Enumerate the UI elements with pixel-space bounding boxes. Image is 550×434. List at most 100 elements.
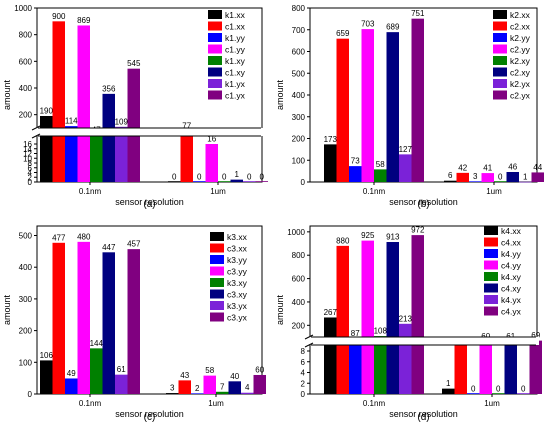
y-tick-label: 400 <box>19 263 33 272</box>
data-label: 58 <box>376 160 385 169</box>
data-label: 0 <box>471 385 476 394</box>
legend-entry: k3.xy <box>227 278 248 288</box>
legend-entry: c2.xy <box>510 68 531 78</box>
bar-c3-xx-1um <box>178 380 191 394</box>
data-label: 69 <box>531 331 540 340</box>
legend-swatch <box>208 67 222 77</box>
axis-break-mark <box>31 133 41 139</box>
data-label: 3 <box>473 172 478 181</box>
legend-swatch <box>208 79 222 88</box>
legend-swatch <box>208 10 222 19</box>
legend-entry: k2.yy <box>510 33 531 43</box>
bar-k1-yx-0.1nm <box>115 126 128 182</box>
y-tick-label: 4 <box>301 369 306 378</box>
x-tick-label: 1um <box>210 187 226 196</box>
data-label: 44 <box>533 163 542 172</box>
legend-entry: c1.yy <box>225 45 246 55</box>
legend-swatch <box>210 266 224 276</box>
legend-swatch <box>493 21 507 31</box>
y-tick-label: 0 <box>301 390 306 399</box>
panel-label: (d) <box>417 412 429 423</box>
y-tick-label: 200 <box>292 135 306 144</box>
bar-c3-yy-0.1nm <box>77 241 90 394</box>
bar-c3-yx-1um <box>253 374 266 394</box>
legend-entry: c2.yy <box>510 45 531 55</box>
legend-swatch <box>484 272 498 281</box>
y-tick-label: 800 <box>292 251 306 260</box>
bar-c3-xy-1um <box>228 381 241 394</box>
bar-k4-xy-1um <box>492 393 505 394</box>
panel-label: (a) <box>143 199 155 210</box>
data-label: 659 <box>336 29 350 38</box>
data-label: 73 <box>351 157 360 166</box>
legend-swatch <box>484 306 498 316</box>
bar-c2-yy-1um <box>481 173 494 182</box>
bar-k2-yx-1um <box>519 181 532 183</box>
data-label: 477 <box>52 233 66 242</box>
x-tick-label: 0.1nm <box>79 187 102 196</box>
legend-entry: c3.xy <box>227 290 248 300</box>
bar-k3-xx-1um <box>166 393 179 394</box>
legend-entry: k3.xx <box>227 232 248 242</box>
legend-entry: c4.xy <box>501 284 522 294</box>
data-label: 4 <box>245 383 250 392</box>
x-tick-label: 0.1nm <box>79 399 102 408</box>
data-label: 267 <box>324 308 338 317</box>
data-label: 869 <box>77 16 91 25</box>
y-tick-label: 1000 <box>287 228 305 237</box>
data-label: 127 <box>399 145 413 154</box>
legend-swatch <box>210 243 224 253</box>
y-tick-label: 800 <box>292 4 306 13</box>
bar-c4-yx-1um <box>529 340 542 394</box>
legend-swatch <box>484 226 498 235</box>
data-label: 42 <box>458 163 467 172</box>
bar-k2-xx-0.1nm <box>324 144 337 182</box>
data-label: 689 <box>386 23 400 32</box>
data-label: 447 <box>102 243 116 252</box>
legend-swatch <box>493 90 507 100</box>
y-axis-label: amount <box>2 294 12 325</box>
legend-entry: c4.xx <box>501 238 522 248</box>
data-label: 3 <box>170 384 175 393</box>
legend-swatch <box>484 295 498 304</box>
legend-entry: k2.xy <box>510 56 531 66</box>
data-label: 480 <box>77 232 91 241</box>
bar-c2-xy-1um <box>506 171 519 182</box>
data-label: 61 <box>117 365 126 374</box>
bar-k4-yy-1um <box>467 393 480 394</box>
data-label: 108 <box>374 327 388 336</box>
data-label: 40 <box>230 372 239 381</box>
bar-c4-xy-1um <box>504 341 517 394</box>
axis-break-band <box>304 337 539 345</box>
data-label: 1 <box>446 379 451 388</box>
y-axis-label: amount <box>2 79 12 110</box>
bar-c4-yx-0.1nm <box>411 235 424 394</box>
legend-entry: c2.xx <box>510 22 531 32</box>
legend-entry: k1.xy <box>225 56 246 66</box>
panel-label: (c) <box>144 412 156 423</box>
x-axis-label: sensor resolution <box>115 197 184 207</box>
bar-c1-yy-0.1nm <box>77 25 90 182</box>
y-tick-label: 14 <box>23 145 32 154</box>
data-label: 0 <box>172 173 177 182</box>
data-label: 545 <box>127 59 141 68</box>
axis-break-mark <box>31 125 41 131</box>
bar-k3-xy-1um <box>216 391 229 394</box>
bar-c1-yx-0.1nm <box>127 68 140 182</box>
legend-swatch <box>493 79 507 88</box>
data-label: 0 <box>521 385 526 394</box>
x-tick-label: 1um <box>486 187 502 196</box>
legend-swatch <box>484 283 498 293</box>
y-tick-label: 200 <box>19 111 33 120</box>
data-label: 144 <box>90 339 104 348</box>
x-tick-label: 0.1nm <box>363 399 386 408</box>
legend-entry: k3.yx <box>227 301 248 311</box>
data-label: 880 <box>336 236 350 245</box>
y-tick-label: 2 <box>301 379 306 388</box>
y-tick-label: 16 <box>23 140 32 149</box>
legend-swatch <box>484 237 498 247</box>
legend-entry: c3.yx <box>227 313 248 323</box>
data-label: 213 <box>399 314 413 323</box>
chart-panel-1: 0246810121416200400600800100019009007711… <box>2 4 268 210</box>
y-tick-label: 500 <box>292 69 306 78</box>
